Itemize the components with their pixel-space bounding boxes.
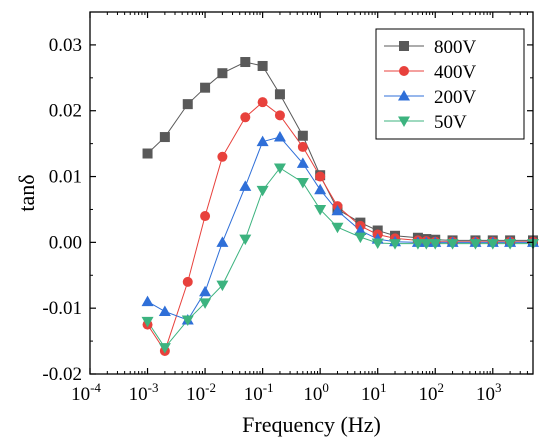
legend-marker (398, 90, 410, 101)
series-line-400V (147, 101, 533, 353)
x-tick-label: 10-3 (129, 380, 159, 405)
data-point (331, 204, 344, 216)
y-axis: -0.02 -0.01 0.00 0.01 0.02 0.03 (42, 11, 533, 385)
series-points-50V (141, 163, 539, 354)
data-point (200, 211, 211, 222)
data-point (296, 157, 309, 168)
data-point (182, 276, 193, 287)
data-point (141, 295, 154, 307)
data-point (216, 236, 229, 247)
data-point (371, 238, 384, 250)
data-point (389, 239, 402, 250)
legend-marker (399, 66, 409, 76)
data-point (141, 316, 154, 328)
x-tick-label: 102 (418, 380, 444, 405)
x-axis-title: Frequency (Hz) (242, 412, 381, 437)
data-point (274, 110, 285, 121)
series-lines (147, 61, 533, 353)
data-point (314, 183, 327, 195)
data-point (239, 234, 252, 246)
data-point (314, 204, 327, 216)
legend-marker (398, 116, 410, 127)
data-point (297, 130, 308, 141)
data-point (273, 131, 286, 142)
data-point (240, 57, 251, 68)
data-point (240, 112, 251, 123)
data-point (331, 222, 344, 234)
data-point (446, 239, 459, 250)
data-point (182, 99, 193, 110)
data-point (469, 239, 482, 250)
data-point (257, 97, 268, 108)
data-point (239, 180, 252, 191)
data-point (296, 177, 309, 189)
data-point (142, 148, 153, 159)
data-point (217, 68, 228, 79)
data-point (159, 132, 170, 143)
y-tick-label: 0.01 (49, 167, 82, 188)
data-point (315, 171, 326, 182)
y-tick-label: -0.01 (42, 298, 82, 319)
data-point (354, 224, 367, 236)
legend: 800V 400V 200V 50V (375, 28, 525, 140)
data-point (256, 185, 269, 197)
y-tick-label: 0.03 (49, 35, 82, 56)
data-point (273, 163, 286, 174)
series-line-200V (147, 136, 533, 321)
data-point (256, 135, 269, 147)
series-line-50V (147, 167, 533, 349)
y-tick-label: 0.00 (49, 232, 82, 253)
legend-marker (399, 41, 409, 51)
legend-label: 800V (434, 37, 477, 58)
data-point (354, 232, 367, 244)
data-point (420, 239, 433, 250)
x-tick-label: 103 (476, 380, 502, 405)
data-point (158, 305, 171, 316)
data-point (486, 239, 499, 250)
data-point (158, 343, 171, 354)
data-point (274, 89, 285, 100)
x-tick-label: 10-1 (244, 380, 274, 405)
data-point (217, 151, 228, 162)
x-tick-label: 10-2 (186, 380, 216, 405)
x-tick-label: 100 (303, 380, 329, 405)
y-tick-label: -0.02 (42, 364, 82, 385)
data-point (200, 82, 211, 93)
data-point (504, 239, 517, 250)
y-tick-label: 0.02 (49, 101, 82, 122)
legend-label: 50V (434, 112, 467, 133)
data-point (297, 141, 308, 152)
data-point (199, 298, 212, 309)
legend-label: 200V (434, 87, 477, 108)
y-axis-title: tanδ (14, 174, 39, 211)
data-point (199, 285, 212, 297)
data-point (216, 280, 229, 292)
data-point (257, 60, 268, 71)
x-tick-label: 10-4 (71, 380, 101, 405)
x-axis: 10-4 10-3 10-2 10-1 100 101 102 103 (71, 12, 528, 405)
legend-label: 400V (434, 62, 477, 83)
x-tick-label: 101 (361, 380, 387, 405)
data-point (429, 239, 442, 250)
data-point (181, 315, 194, 327)
data-point (411, 239, 424, 250)
